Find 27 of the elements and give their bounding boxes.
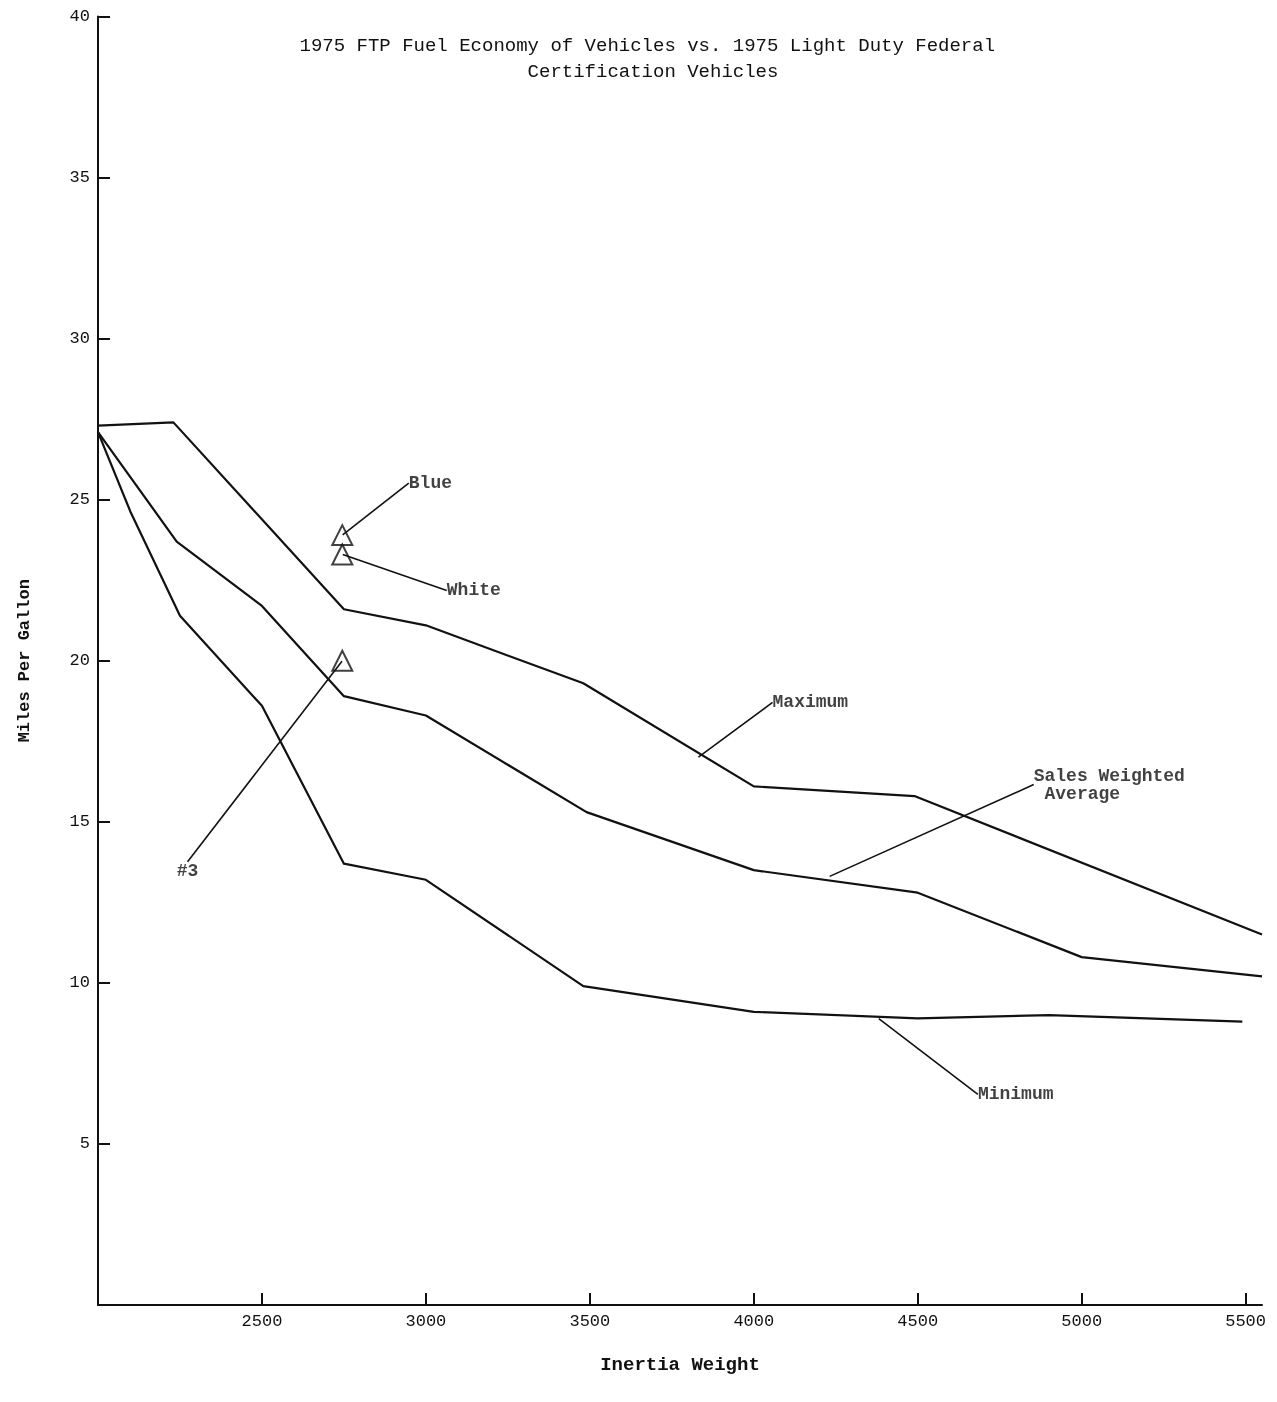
y-tick-label: 30 — [69, 329, 90, 349]
point — [331, 524, 354, 547]
x-tick-label: 3500 — [569, 1312, 611, 1331]
y-axis-title: Miles Per Gallon — [15, 579, 34, 743]
x-axis-title: Inertia Weight — [600, 1353, 760, 1376]
text: 1975 FTP Fuel Economy of Vehicles vs. 1975 Light Duty Federal Certification Vehicles — [299, 35, 1007, 83]
annotation: #3 — [176, 860, 199, 881]
point — [331, 649, 354, 672]
annotation: Minimum — [977, 1084, 1054, 1105]
x-tick-label: 2500 — [241, 1312, 283, 1331]
x-tick-label: 3000 — [405, 1312, 447, 1331]
annotation: White — [446, 580, 501, 601]
y-tick-label: 15 — [69, 812, 90, 832]
annotation: Blue — [408, 473, 452, 494]
y-tick-label: 40 — [69, 7, 90, 26]
y-tick-label: 10 — [69, 973, 90, 993]
x-tick-label: 4500 — [897, 1312, 939, 1331]
annotation: Maximum — [772, 692, 849, 713]
y-tick-label: 35 — [69, 168, 90, 188]
y-tick-label: 20 — [69, 651, 90, 671]
y-tick-label: 25 — [69, 490, 90, 510]
x-tick-label: 5500 — [1225, 1312, 1267, 1331]
point — [331, 543, 354, 566]
x-tick-label: 5000 — [1061, 1312, 1103, 1331]
y-tick-label: 5 — [79, 1134, 90, 1154]
annotation: Sales Weighted Average — [1033, 765, 1185, 804]
x-tick-label: 4000 — [733, 1312, 775, 1331]
